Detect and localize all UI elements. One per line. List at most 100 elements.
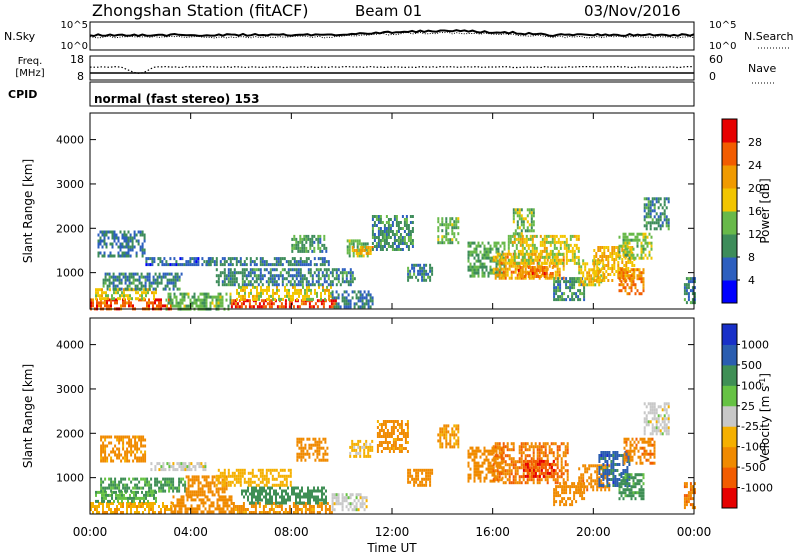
scatter-cell (409, 471, 412, 475)
scatter-cell (361, 445, 364, 449)
scatter-cell (525, 234, 528, 238)
scatter-cell (510, 448, 513, 452)
scatter-cell (156, 304, 158, 308)
scatter-cell (144, 453, 147, 457)
scatter-cell (100, 450, 103, 454)
scatter-cell (299, 268, 302, 272)
scatter-cell (154, 272, 157, 276)
scatter-cell (308, 437, 311, 441)
scatter-cell (300, 452, 303, 456)
scatter-cell (396, 423, 399, 426)
scatter-cell (248, 511, 251, 514)
scatter-cell (519, 275, 522, 278)
scatter-cell (225, 277, 228, 281)
scatter-cell (169, 295, 172, 299)
scatter-cell (310, 297, 312, 301)
scatter-cell (229, 277, 232, 281)
scatter-cell (299, 501, 301, 505)
scatter-cell (305, 283, 308, 287)
scatter-cell (551, 275, 554, 278)
scatter-cell (168, 278, 171, 282)
scatter-cell (265, 477, 268, 481)
scatter-cell (400, 420, 403, 423)
scatter-cell (494, 445, 497, 449)
scatter-cell (203, 493, 206, 497)
scatter-cell (126, 505, 128, 508)
scatter-cell (316, 449, 319, 453)
scatter-cell (341, 508, 344, 512)
scatter-cell (689, 280, 692, 284)
scatter-cell (407, 275, 410, 279)
scatter-cell (562, 255, 565, 259)
scatter-cell (477, 476, 480, 480)
scatter-cell (437, 433, 440, 437)
scatter-cell (310, 305, 313, 309)
scatter-cell (377, 227, 380, 230)
scatter-cell (638, 271, 641, 275)
scatter-cell (273, 492, 275, 496)
scatter-cell (341, 277, 344, 281)
scatter-cell (618, 247, 621, 251)
scatter-cell (685, 289, 688, 293)
scatter-cell (152, 278, 155, 282)
scatter-region (517, 266, 554, 278)
scatter-cell (493, 241, 496, 245)
scatter-cell (469, 455, 472, 459)
scatter-cell (618, 250, 621, 254)
scatter-cell (187, 490, 190, 494)
scatter-cell (153, 493, 155, 497)
scatter-cell (683, 286, 686, 290)
scatter-cell (295, 492, 297, 496)
scatter-cell (628, 277, 631, 281)
scatter-cell (164, 468, 167, 472)
scatter-cell (111, 493, 113, 497)
scatter-cell (229, 260, 232, 264)
scatter-cell (646, 235, 649, 239)
scatter-cell (108, 284, 111, 288)
scatter-cell (592, 277, 595, 281)
scatter-cell (309, 243, 312, 247)
scatter-cell (143, 251, 146, 255)
scatter-cell (114, 477, 117, 481)
scatter-cell (357, 508, 360, 512)
scatter-cell (101, 496, 103, 500)
scatter-cell (561, 292, 564, 296)
scatter-cell (522, 442, 525, 446)
scatter-cell (223, 474, 226, 478)
scatter-cell (277, 263, 280, 267)
scatter-cell (538, 276, 541, 280)
scatter-cell (411, 477, 414, 481)
scatter-cell (137, 490, 139, 494)
scatter-cell (221, 474, 224, 478)
scatter-cell (255, 498, 257, 502)
scatter-cell (642, 238, 645, 242)
scatter-cell (617, 246, 620, 249)
scatter-cell (185, 260, 188, 264)
scatter-cell (288, 294, 290, 298)
scatter-region (90, 502, 176, 514)
scatter-cell (485, 256, 488, 260)
scatter-cell (387, 233, 390, 236)
scatter-cell (481, 268, 484, 272)
scatter-cell (125, 233, 128, 237)
scatter-cell (184, 465, 187, 469)
scatter-cell (267, 486, 269, 490)
scatter-cell (565, 286, 568, 290)
scatter-cell (289, 474, 292, 478)
scatter-cell (305, 260, 308, 264)
scatter-cell (224, 504, 227, 508)
scatter-cell (95, 294, 97, 298)
scatter-cell (469, 452, 472, 456)
scatter-cell (243, 283, 246, 287)
scatter-cell (506, 255, 509, 259)
scatter-cell (179, 298, 182, 302)
scatter-cell (135, 233, 138, 237)
scatter-cell (481, 241, 484, 245)
scatter-cell (228, 510, 231, 514)
scatter-cell (529, 266, 532, 269)
scatter-cell (108, 281, 111, 285)
scatter-cell (512, 478, 515, 482)
scatter-cell (355, 451, 358, 455)
scatter-cell (524, 264, 527, 268)
scatter-cell (512, 475, 515, 479)
